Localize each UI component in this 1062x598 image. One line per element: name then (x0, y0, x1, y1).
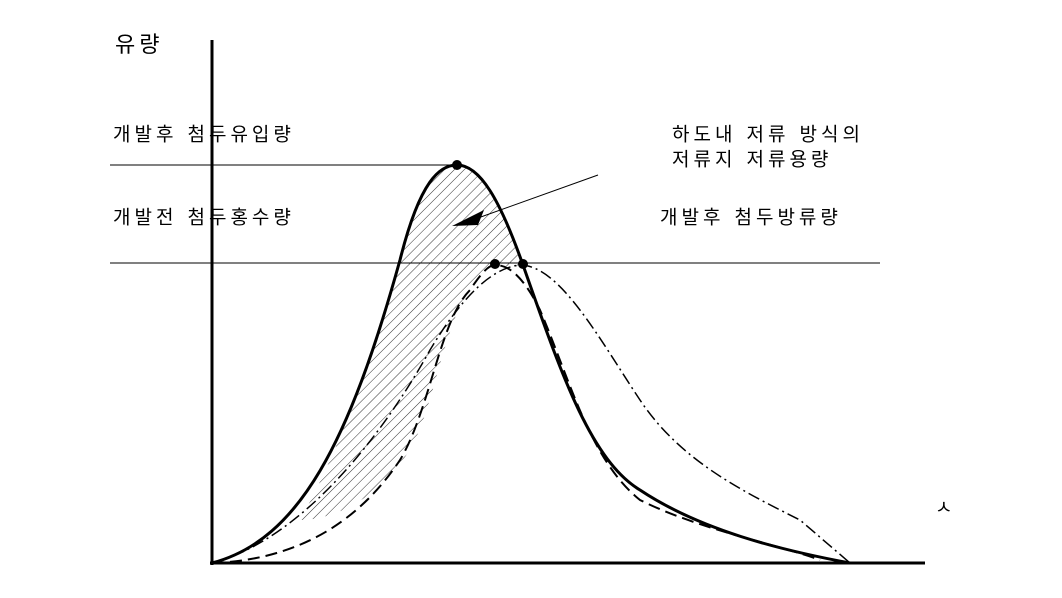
storage-area (300, 165, 523, 520)
label: 개발후 첨두유입량 (113, 124, 295, 146)
label: 하도내 저류 방식의 (672, 124, 864, 146)
label: 저류지 저류용량 (672, 149, 832, 171)
y-axis-label: 유량 (115, 33, 163, 58)
peak-point (452, 160, 462, 170)
outflow-curve (211, 264, 851, 564)
arrow-head (452, 210, 484, 226)
peak-point (518, 259, 528, 269)
x-axis-label: ㅅ (935, 497, 956, 519)
inflow-curve (211, 163, 851, 565)
peak-point (490, 259, 500, 269)
label: 개발전 첨두홍수량 (113, 207, 295, 229)
label: 개발후 첨두방류량 (660, 207, 842, 229)
arrow-line (477, 174, 599, 219)
